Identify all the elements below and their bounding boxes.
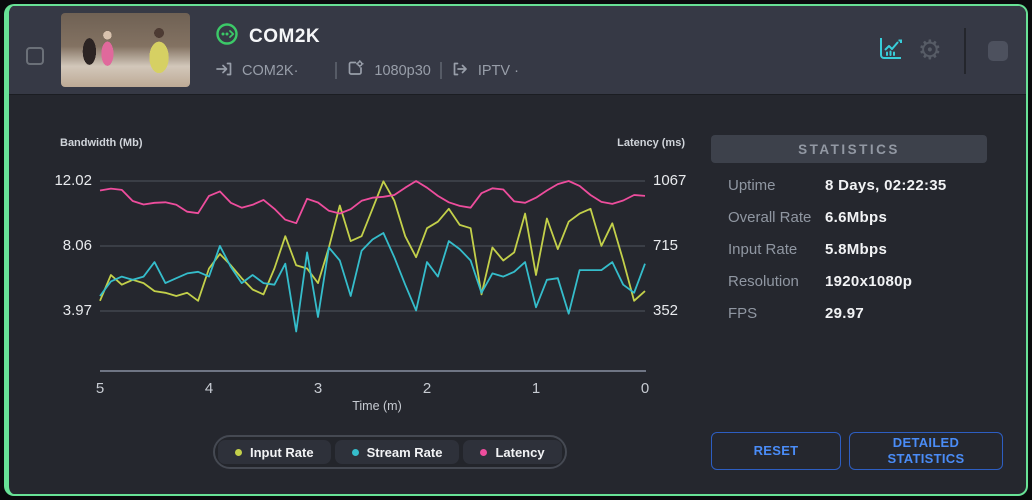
header-divider (964, 27, 966, 74)
stat-row-resolution: Resolution 1920x1080p (728, 273, 1008, 293)
legend-label: Input Rate (250, 444, 314, 460)
stat-row-overall-rate: Overall Rate 6.6Mbps (728, 209, 1008, 229)
stat-label: Uptime (728, 177, 776, 194)
x-tick-4: 4 (204, 380, 214, 397)
x-tick-1: 1 (531, 380, 541, 397)
settings-gear-icon[interactable]: ⚙ (917, 35, 942, 65)
encoder-icon (346, 59, 365, 82)
card-header: COM2K COM2K· 108 (9, 6, 1026, 95)
header-separator (335, 62, 338, 79)
left-axis-title: Bandwidth (Mb) (60, 137, 143, 149)
left-tick-0: 12.02 (54, 172, 92, 189)
analytics-chart-icon[interactable] (877, 35, 904, 67)
source-input-icon (215, 60, 233, 82)
legend-item-stream-rate[interactable]: Stream Rate (334, 440, 460, 464)
reset-button[interactable]: RESET (711, 432, 841, 470)
stat-row-fps: FPS 29.97 (728, 305, 1008, 325)
legend-item-latency[interactable]: Latency (463, 440, 562, 464)
statistics-header: STATISTICS (711, 135, 987, 163)
encoder-label: 1080p30 (374, 62, 431, 79)
chart-plot (99, 180, 646, 333)
stat-value: 6.6Mbps (825, 209, 888, 226)
legend-label: Latency (495, 444, 545, 460)
x-tick-0: 0 (640, 380, 650, 397)
detailed-statistics-button[interactable]: DETAILED STATISTICS (849, 432, 1003, 470)
select-checkbox[interactable] (26, 47, 44, 65)
stream-status-icon (215, 22, 239, 51)
header-separator (439, 62, 442, 79)
output-label: IPTV · (477, 62, 519, 79)
stat-row-uptime: Uptime 8 Days, 02:22:35 (728, 177, 1008, 197)
source-label: COM2K· (242, 62, 299, 79)
record-square-button[interactable] (988, 40, 1008, 61)
stream-card: COM2K COM2K· 108 (4, 4, 1028, 496)
legend-label: Stream Rate (366, 444, 443, 460)
latency-dot-icon (480, 448, 488, 456)
left-tick-2: 3.97 (62, 302, 92, 319)
stat-label: Input Rate (728, 241, 798, 258)
stat-value: 1920x1080p (825, 273, 913, 290)
x-tick-2: 2 (422, 380, 432, 397)
left-tick-1: 8.06 (62, 237, 92, 254)
x-axis-line (100, 370, 646, 372)
chart-legend: Input Rate Stream Rate Latency (213, 435, 567, 469)
x-tick-5: 5 (95, 380, 105, 397)
title-block: COM2K COM2K· 108 (215, 22, 519, 82)
stream-thumbnail[interactable] (61, 13, 190, 87)
stat-value: 29.97 (825, 305, 865, 322)
stat-value: 5.8Mbps (825, 241, 888, 258)
right-axis-title: Latency (ms) (617, 137, 685, 149)
stat-label: Resolution (728, 273, 799, 290)
stream-title: COM2K (249, 25, 321, 47)
stat-label: Overall Rate (728, 209, 812, 226)
output-icon (451, 60, 469, 82)
legend-item-input-rate[interactable]: Input Rate (218, 440, 331, 464)
stat-row-input-rate: Input Rate 5.8Mbps (728, 241, 1008, 261)
right-tick-2: 352 (653, 302, 679, 319)
right-tick-1: 715 (653, 237, 679, 254)
x-tick-3: 3 (313, 380, 323, 397)
input-rate-dot-icon (235, 448, 242, 456)
stat-label: FPS (728, 305, 758, 322)
x-axis-title: Time (m) (352, 399, 402, 413)
stream-rate-dot-icon (351, 448, 359, 456)
right-tick-0: 1067 (653, 172, 687, 189)
stat-value: 8 Days, 02:22:35 (825, 177, 947, 194)
